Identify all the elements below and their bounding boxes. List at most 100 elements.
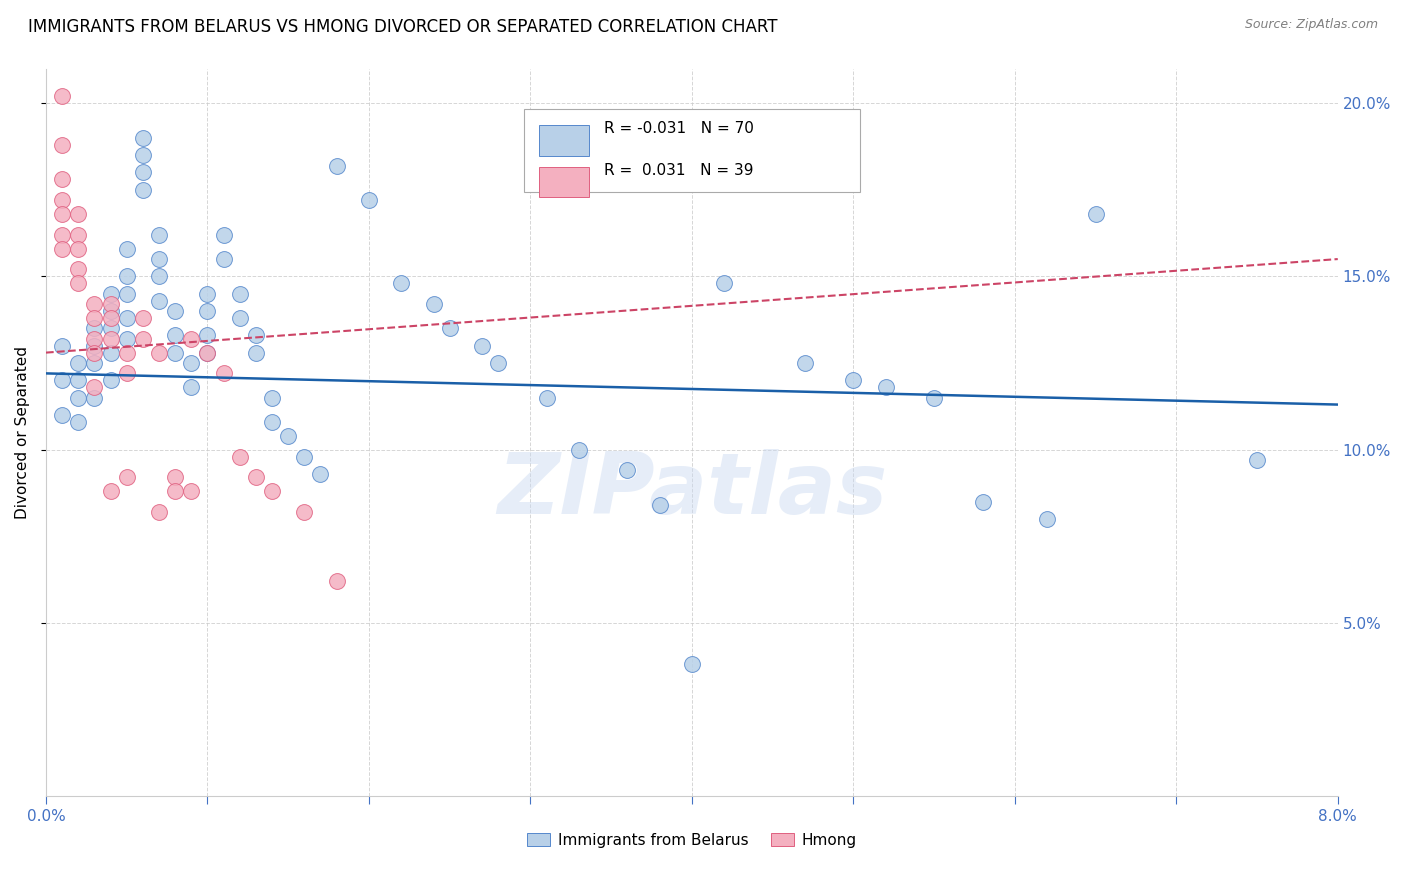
Point	[115, 332, 138, 346]
Point	[277, 429, 299, 443]
Point	[325, 574, 347, 589]
Point	[132, 332, 155, 346]
Point	[148, 269, 170, 284]
Point	[115, 242, 138, 256]
Point	[51, 227, 73, 242]
Point	[100, 304, 122, 318]
Point	[180, 356, 202, 370]
Point	[325, 159, 347, 173]
Point	[648, 498, 671, 512]
Point	[260, 391, 283, 405]
Point	[229, 450, 252, 464]
Point	[115, 470, 138, 484]
Point	[922, 391, 945, 405]
Point	[245, 470, 267, 484]
Point	[292, 450, 315, 464]
Legend: Immigrants from Belarus, Hmong: Immigrants from Belarus, Hmong	[520, 827, 863, 854]
Point	[83, 332, 105, 346]
Point	[67, 227, 90, 242]
Point	[67, 242, 90, 256]
Point	[100, 321, 122, 335]
Point	[260, 415, 283, 429]
Point	[165, 470, 187, 484]
Point	[83, 297, 105, 311]
Point	[197, 304, 219, 318]
Point	[245, 328, 267, 343]
Point	[132, 130, 155, 145]
Text: IMMIGRANTS FROM BELARUS VS HMONG DIVORCED OR SEPARATED CORRELATION CHART: IMMIGRANTS FROM BELARUS VS HMONG DIVORCE…	[28, 18, 778, 36]
Point	[568, 442, 591, 457]
Point	[83, 391, 105, 405]
Point	[180, 332, 202, 346]
Point	[212, 367, 235, 381]
Point	[132, 148, 155, 162]
Point	[115, 310, 138, 325]
Point	[212, 252, 235, 266]
Point	[842, 373, 865, 387]
Point	[51, 242, 73, 256]
Point	[51, 339, 73, 353]
Point	[67, 356, 90, 370]
Point	[681, 657, 703, 672]
Point	[100, 484, 122, 499]
Bar	[540, 125, 589, 155]
Point	[132, 165, 155, 179]
Point	[100, 332, 122, 346]
Point	[197, 345, 219, 359]
Point	[713, 277, 735, 291]
Point	[83, 356, 105, 370]
Point	[292, 505, 315, 519]
Point	[51, 373, 73, 387]
Point	[115, 286, 138, 301]
Text: R = -0.031   N = 70: R = -0.031 N = 70	[605, 121, 754, 136]
Point	[616, 463, 638, 477]
Point	[51, 408, 73, 422]
Point	[148, 293, 170, 308]
Point	[148, 505, 170, 519]
Point	[972, 494, 994, 508]
Point	[471, 339, 494, 353]
Text: ZIPatlas: ZIPatlas	[496, 449, 887, 532]
Point	[51, 137, 73, 152]
Point	[793, 356, 815, 370]
Point	[260, 484, 283, 499]
Point	[67, 262, 90, 277]
Point	[486, 356, 509, 370]
Point	[100, 286, 122, 301]
Point	[100, 345, 122, 359]
Point	[148, 345, 170, 359]
Point	[67, 277, 90, 291]
Bar	[540, 167, 589, 197]
Point	[875, 380, 897, 394]
Point	[197, 345, 219, 359]
Point	[83, 339, 105, 353]
Point	[357, 193, 380, 207]
Point	[67, 207, 90, 221]
Point	[165, 304, 187, 318]
Point	[536, 391, 558, 405]
Point	[245, 345, 267, 359]
Point	[100, 310, 122, 325]
Point	[132, 183, 155, 197]
Point	[1084, 207, 1107, 221]
Point	[115, 367, 138, 381]
Point	[180, 484, 202, 499]
Point	[148, 227, 170, 242]
FancyBboxPatch shape	[524, 109, 860, 192]
Point	[389, 277, 412, 291]
Point	[67, 415, 90, 429]
Point	[229, 286, 252, 301]
Point	[100, 297, 122, 311]
Point	[422, 297, 444, 311]
Point	[83, 310, 105, 325]
Text: Source: ZipAtlas.com: Source: ZipAtlas.com	[1244, 18, 1378, 31]
Point	[115, 269, 138, 284]
Point	[132, 310, 155, 325]
Point	[67, 373, 90, 387]
Point	[165, 345, 187, 359]
Point	[439, 321, 461, 335]
Point	[83, 321, 105, 335]
Point	[197, 328, 219, 343]
Point	[180, 380, 202, 394]
Point	[51, 207, 73, 221]
